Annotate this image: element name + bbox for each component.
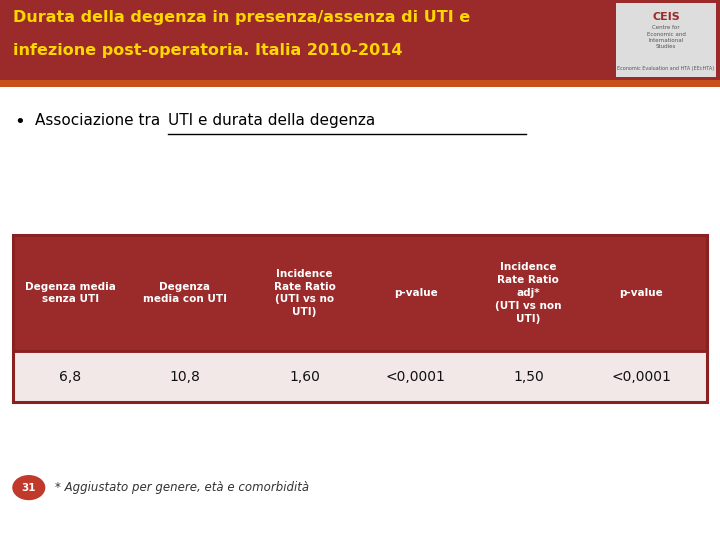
FancyBboxPatch shape [13,351,707,402]
Circle shape [13,476,45,500]
Text: Degenza
media con UTI: Degenza media con UTI [143,281,227,305]
Text: * Aggiustato per genere, età e comorbidità: * Aggiustato per genere, età e comorbidi… [55,481,310,494]
FancyBboxPatch shape [0,0,720,80]
Text: CEIS: CEIS [652,12,680,23]
Text: infezione post-operatoria. Italia 2010-2014: infezione post-operatoria. Italia 2010-2… [13,43,402,58]
Text: Centre for
Economic and
International
Studies: Centre for Economic and International St… [647,25,685,49]
Text: 1,60: 1,60 [289,370,320,383]
Text: 1,50: 1,50 [513,370,544,383]
Text: Durata della degenza in presenza/assenza di UTI e: Durata della degenza in presenza/assenza… [13,10,470,25]
FancyBboxPatch shape [13,235,707,351]
Text: Incidence
Rate Ratio
adj*
(UTI vs non
UTI): Incidence Rate Ratio adj* (UTI vs non UT… [495,262,562,323]
Text: <0,0001: <0,0001 [611,370,671,383]
Text: Associazione tra: Associazione tra [35,113,165,129]
Text: Economic Evaluation and HTA (EEcHTA): Economic Evaluation and HTA (EEcHTA) [618,66,714,71]
Text: 10,8: 10,8 [169,370,200,383]
Text: p-value: p-value [619,288,663,298]
FancyBboxPatch shape [616,3,716,77]
Text: Incidence
Rate Ratio
(UTI vs no
UTI): Incidence Rate Ratio (UTI vs no UTI) [274,269,336,317]
Text: •: • [14,113,25,131]
FancyBboxPatch shape [0,80,720,87]
Text: Degenza media
senza UTI: Degenza media senza UTI [24,281,116,305]
Text: UTI e durata della degenza: UTI e durata della degenza [168,113,376,129]
Text: p-value: p-value [394,288,438,298]
Text: 31: 31 [22,483,36,492]
Text: <0,0001: <0,0001 [386,370,446,383]
Text: 6,8: 6,8 [59,370,81,383]
